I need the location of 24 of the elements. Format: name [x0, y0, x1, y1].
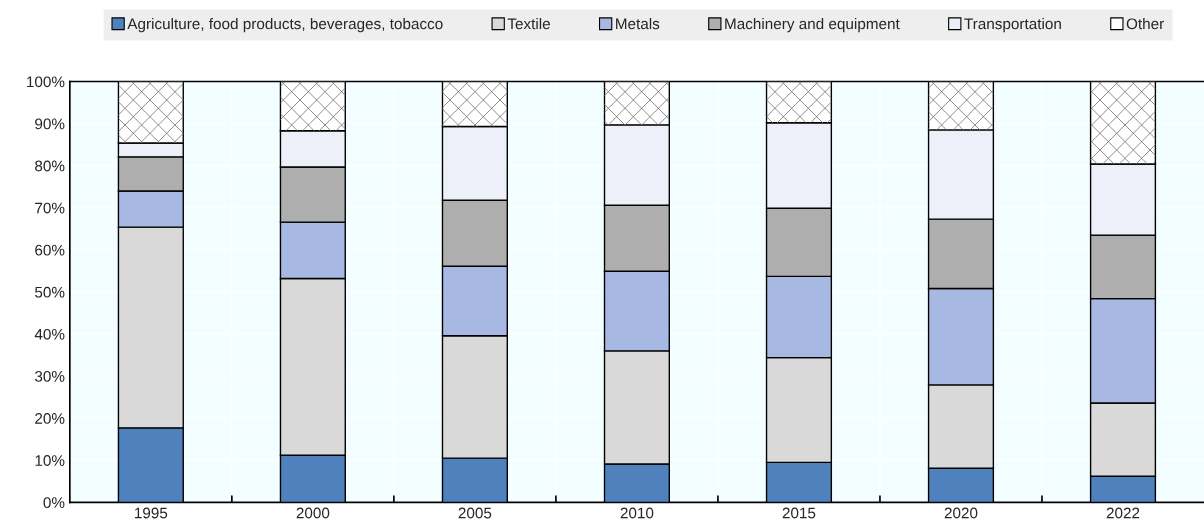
- x-tick-label: 2022: [1106, 507, 1140, 519]
- y-tick-label: 10%: [35, 455, 65, 466]
- x-tick-label: 2000: [296, 507, 330, 519]
- x-tick-label: 2015: [782, 507, 816, 519]
- y-tick-label: 30%: [34, 370, 65, 382]
- y-tick-label: 100%: [27, 76, 65, 88]
- y-tick-label: 20%: [35, 413, 65, 424]
- x-tick-label: 2005: [458, 507, 492, 519]
- y-tick-label: 70%: [35, 202, 65, 214]
- x-tick-label: 2020: [944, 507, 978, 519]
- y-tick-label: 80%: [35, 160, 65, 172]
- legend-label: Machinery and equipment: [725, 17, 900, 33]
- y-tick-label: 50%: [35, 286, 65, 298]
- legend-label: Textile: [507, 17, 550, 30]
- x-tick-label: 1995: [135, 507, 168, 519]
- y-tick-label: 60%: [35, 244, 65, 256]
- legend-label: Transportation: [964, 17, 1061, 33]
- legend-label: Metals: [616, 17, 660, 30]
- legend-label: Other: [1126, 17, 1164, 30]
- x-tick-label: 2010: [620, 507, 654, 519]
- y-tick-label: 90%: [35, 118, 65, 130]
- legend-label: Agriculture, food products, beverages, tobacco: [127, 17, 443, 33]
- y-tick-label: 40%: [34, 328, 65, 340]
- y-tick-label: 0%: [43, 497, 65, 509]
